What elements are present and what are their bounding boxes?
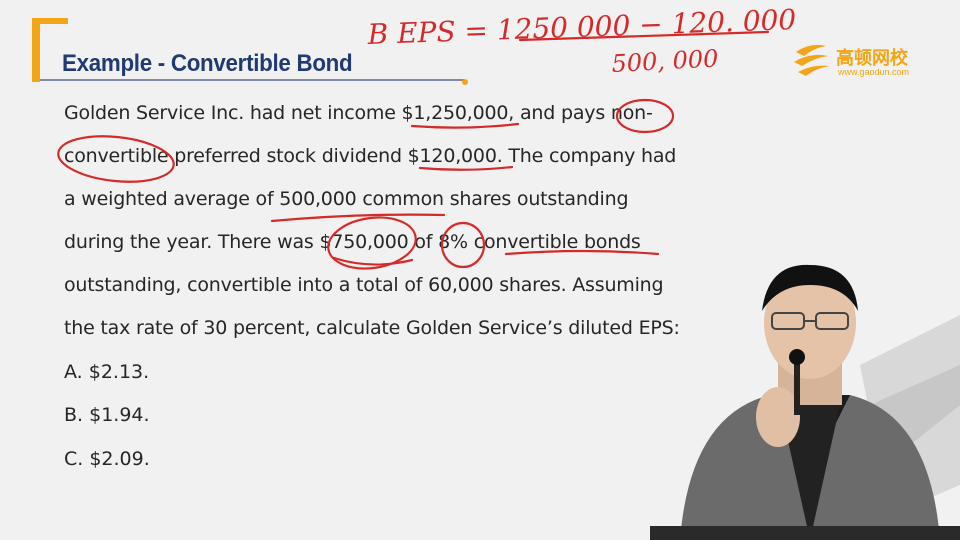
title-underline	[40, 79, 464, 81]
fraction-line	[518, 30, 770, 42]
handwritten-numerator: B EPS = 1250 000 − 120. 000	[366, 3, 797, 51]
title-bracket-vertical	[32, 18, 40, 82]
gaodun-logo: 高顿网校 www.gaodun.com	[792, 38, 932, 84]
presenter-video	[680, 264, 960, 540]
answer-option-a: A. $2.13.	[64, 361, 150, 383]
handwritten-denominator: 500, 000	[611, 44, 719, 78]
line-above-there-was	[270, 213, 446, 223]
paragraph-line: convertible preferred stock dividend $12…	[64, 145, 677, 167]
paragraph-line: outstanding, convertible into a total of…	[64, 274, 664, 296]
paragraph-line: the tax rate of 30 percent, calculate Go…	[64, 317, 680, 339]
podium	[650, 526, 960, 540]
title-underline-dot	[462, 79, 468, 85]
underline-dividend	[418, 165, 514, 171]
paragraph-line: Golden Service Inc. had net income $1,25…	[64, 102, 653, 124]
underline-750000	[332, 256, 414, 266]
logo-url: www.gaodun.com	[838, 67, 910, 77]
underline-net-income	[410, 122, 520, 129]
logo-text: 高顿网校	[836, 48, 908, 69]
answer-option-b: B. $1.94.	[64, 404, 150, 426]
gaodun-logo-icon	[794, 44, 830, 76]
paragraph-line: during the year. There was $750,000 of 8…	[64, 231, 641, 253]
title-bracket-horizontal	[32, 18, 68, 24]
slide-title: Example - Convertible Bond	[62, 50, 353, 77]
paragraph-line: a weighted average of 500,000 common sha…	[64, 188, 629, 210]
answer-option-c: C. $2.09.	[64, 448, 150, 470]
